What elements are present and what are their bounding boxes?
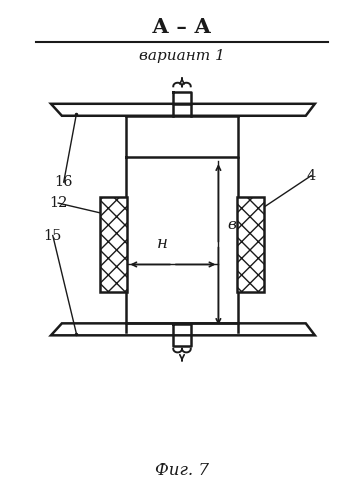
Polygon shape [51,104,315,116]
Text: 4: 4 [306,169,316,183]
Text: 12: 12 [49,196,67,210]
Bar [237,197,264,292]
Text: А – А: А – А [153,17,211,37]
Text: в: в [228,218,236,232]
Text: Фиг. 7: Фиг. 7 [155,462,209,479]
Text: н: н [157,235,167,252]
Text: 16: 16 [55,175,73,189]
Text: вариант 1: вариант 1 [139,49,225,63]
Bar [100,197,127,292]
Polygon shape [51,323,315,335]
Text: 15: 15 [44,229,62,243]
